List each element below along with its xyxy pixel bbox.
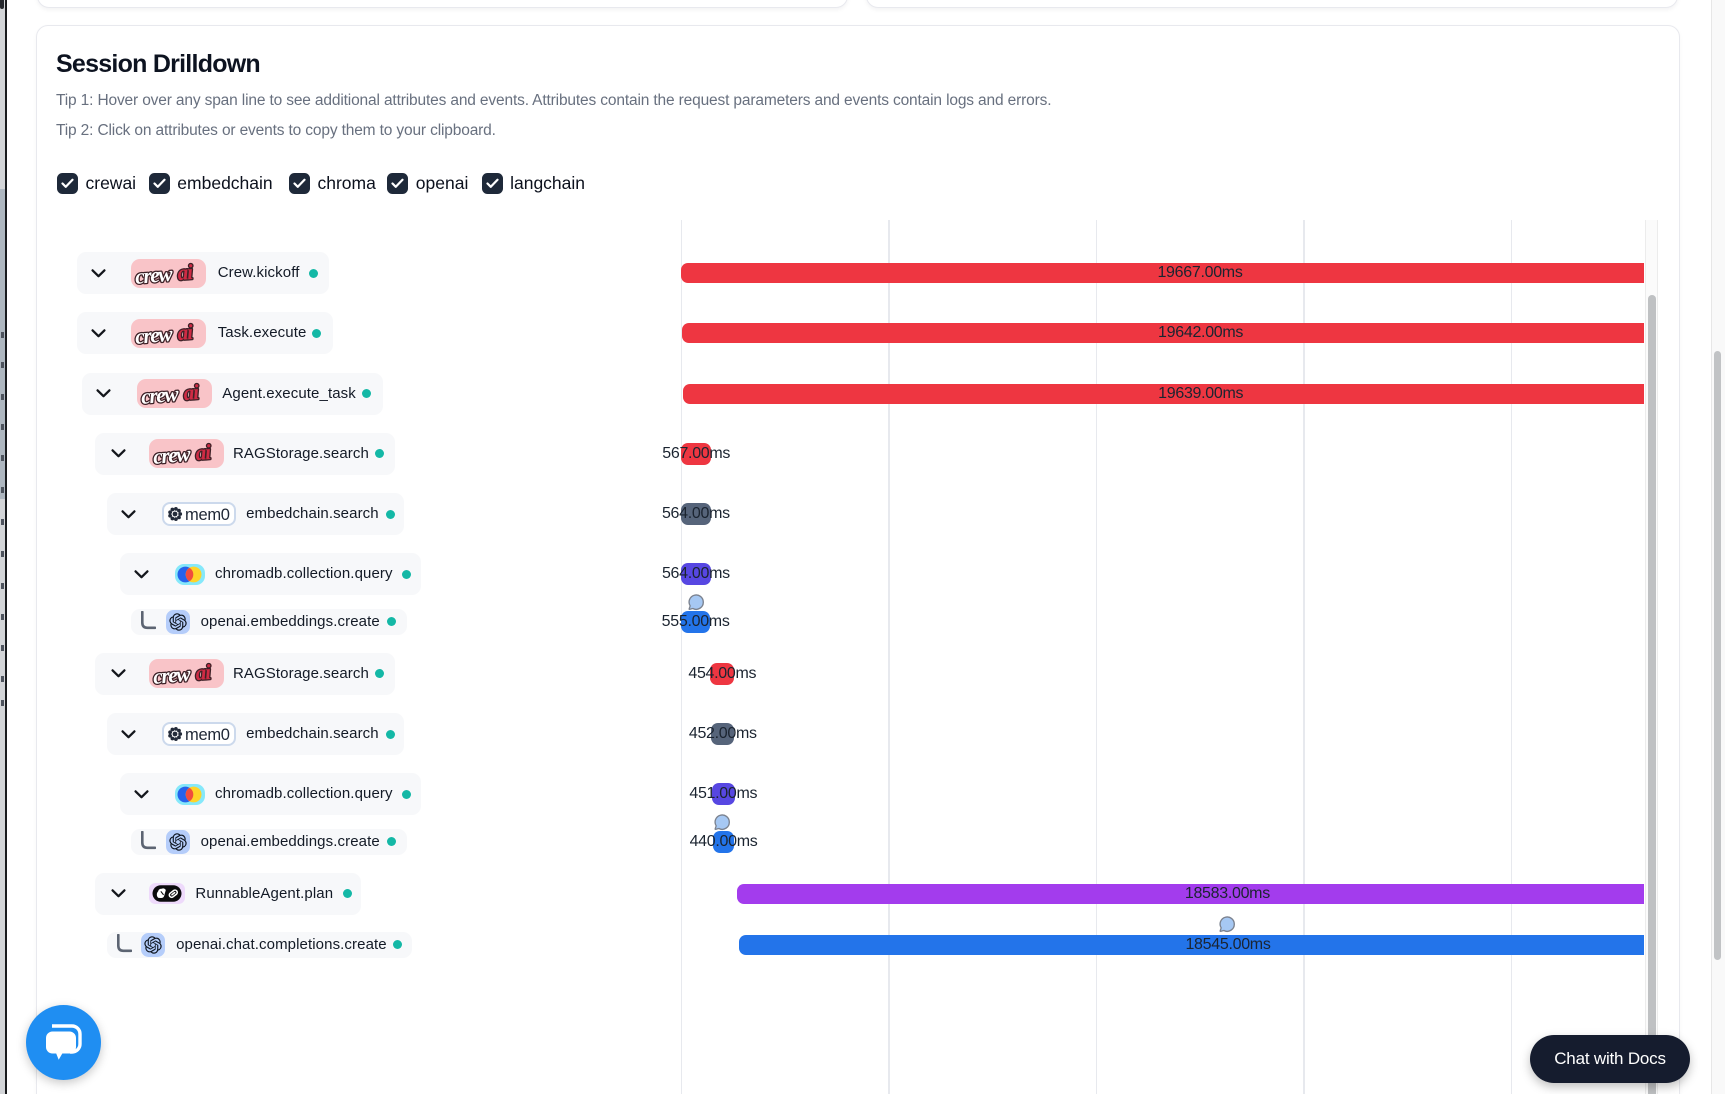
svg-text:ai: ai (177, 260, 195, 285)
svg-text:ai: ai (182, 380, 200, 405)
svg-text:mem0: mem0 (185, 726, 230, 744)
svg-text:crew: crew (152, 442, 192, 468)
svg-text:mem0: mem0 (185, 506, 230, 524)
svg-text:ai: ai (194, 660, 212, 685)
svg-text:ai: ai (194, 440, 212, 465)
svg-text:crew: crew (134, 261, 174, 287)
svg-text:crew: crew (134, 321, 174, 347)
svg-text:crew: crew (152, 662, 192, 688)
svg-text:crew: crew (140, 382, 180, 408)
svg-text:ai: ai (177, 320, 195, 345)
